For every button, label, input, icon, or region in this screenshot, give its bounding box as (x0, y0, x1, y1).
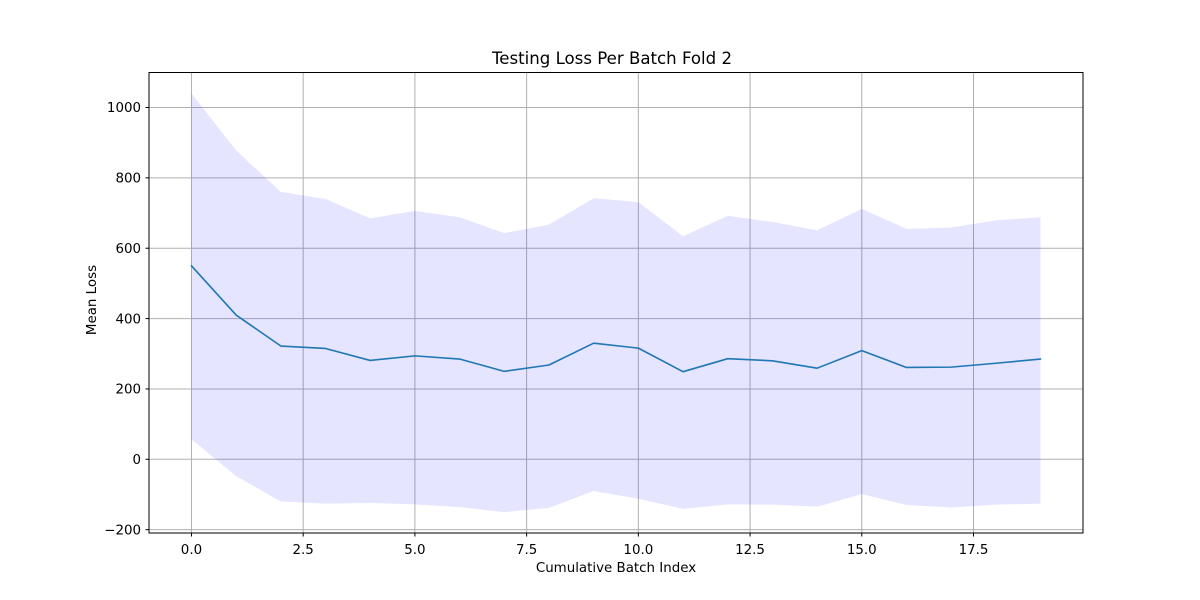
x-tick-label: 12.5 (735, 543, 765, 558)
plot-area (149, 72, 1083, 533)
y-axis-label: Mean Loss (85, 265, 100, 335)
y-tick-label: 600 (115, 242, 141, 257)
x-tick-label: 15.0 (847, 543, 877, 558)
x-tick-label: 0.0 (181, 543, 202, 558)
y-tick-label: 1000 (107, 101, 141, 116)
x-axis-ticks: 0.0 2.5 5.0 7.5 10.0 12.5 15.0 17.5 (181, 533, 989, 558)
y-tick-label: 0 (132, 453, 141, 468)
mean_loss-line (190, 265, 1042, 373)
x-tick-label: 5.0 (404, 543, 425, 558)
y-tick-label: 400 (115, 312, 141, 327)
confidence-band-group (191, 93, 1041, 513)
y-tick-label: −200 (104, 523, 141, 538)
confidence-band (191, 93, 1041, 513)
y-axis-ticks: −200 0 200 400 600 800 1000 (104, 101, 149, 538)
plot-frame (148, 72, 1084, 534)
series-line-group (190, 265, 1042, 373)
chart-title: Testing Loss Per Batch Fold 2 (491, 49, 732, 68)
y-tick-label: 200 (115, 383, 141, 398)
grid-lines (149, 72, 1083, 533)
x-tick-label: 2.5 (293, 543, 314, 558)
y-tick-label: 800 (115, 172, 141, 187)
x-tick-label: 10.0 (623, 543, 653, 558)
x-tick-label: 7.5 (516, 543, 537, 558)
x-tick-label: 17.5 (959, 543, 989, 558)
x-axis-label: Cumulative Batch Index (536, 561, 696, 576)
